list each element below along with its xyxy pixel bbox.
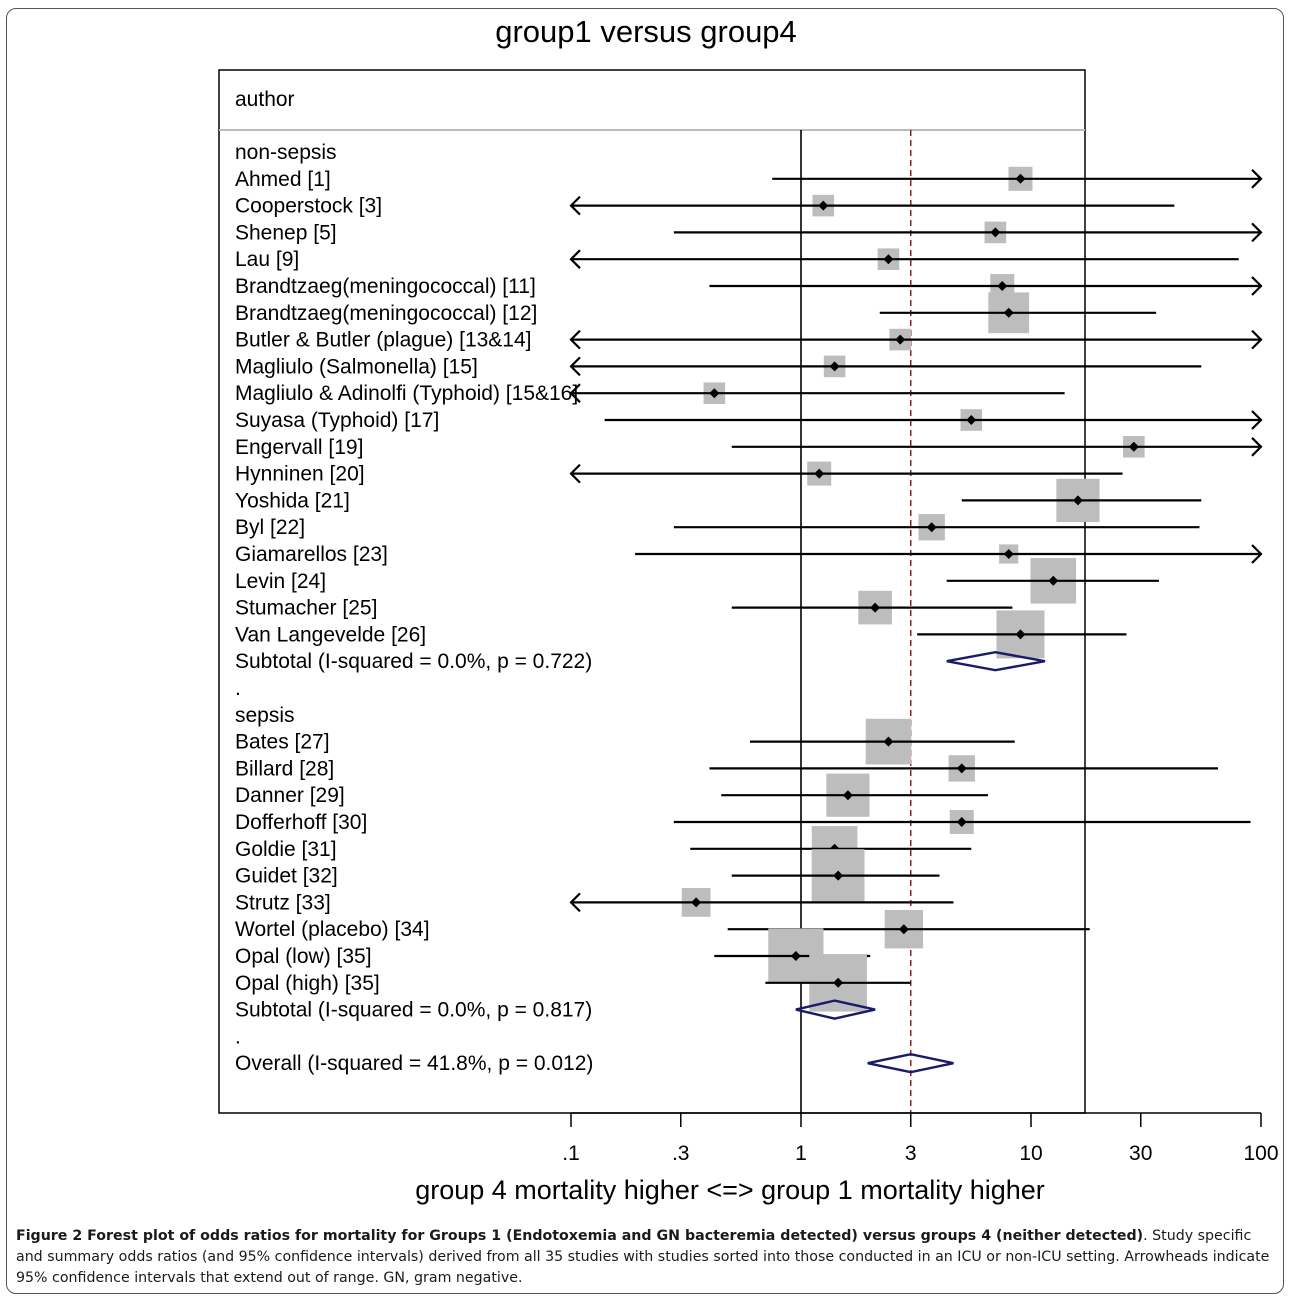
row-label-study: Danner [29] (235, 784, 345, 807)
point-estimate (956, 817, 967, 827)
row-label-study: Opal (low) [35] (235, 945, 372, 968)
row-label-study: Wortel (placebo) [34] (235, 918, 430, 941)
row-label-study: Van Langevelde [26] (235, 623, 426, 646)
x-tick-label: .1 (562, 1142, 580, 1165)
ci-arrow-left (569, 195, 581, 216)
row-label-study: Guidet [32] (235, 865, 338, 888)
point-estimate (833, 870, 844, 881)
x-axis-title: group 4 mortality higher <=> group 1 mor… (415, 1175, 1045, 1205)
row-label-overall: Overall (I-squared = 41.8%, p = 0.012) (235, 1052, 593, 1075)
figure-caption: Figure 2 Forest plot of odds ratios for … (16, 1226, 1278, 1289)
ci-arrow-right (1251, 169, 1263, 189)
row-label-study: Goldie [31] (235, 838, 337, 861)
x-tick-label: 1 (795, 1142, 807, 1165)
point-estimate (709, 388, 720, 399)
subtotal-diamond (946, 650, 1046, 672)
ci-arrow-left (569, 892, 581, 913)
caption-text: . Study specific and summary odds ratios… (16, 1228, 1270, 1286)
row-label-study: Byl [22] (235, 516, 305, 539)
column-header-author: author (235, 88, 295, 111)
point-estimate (842, 790, 853, 801)
x-tick-label: 100 (1243, 1142, 1278, 1165)
row-label-study: Yoshida [21] (235, 489, 350, 512)
row-label-study: Levin [24] (235, 570, 326, 593)
point-estimate (926, 522, 937, 533)
subtotal-diamond (795, 999, 876, 1020)
row-label-study: Billard [28] (235, 757, 334, 780)
row-label-study: Giamarellos [23] (235, 543, 388, 566)
row-label-study: Ahmed [1] (235, 168, 331, 191)
row-label-blank: . (235, 677, 241, 700)
row-label-study: Lau [9] (235, 248, 299, 271)
point-estimate (691, 897, 702, 908)
ci-arrow-left (569, 249, 581, 269)
point-estimate (818, 200, 829, 211)
point-estimate (956, 763, 967, 774)
row-label-blank: . (235, 1025, 241, 1048)
point-estimate (966, 415, 977, 425)
point-estimate (829, 361, 840, 372)
row-label-group: non-sepsis (235, 141, 337, 164)
ci-arrow-right (1251, 222, 1263, 243)
chart-title: group1 versus group4 (495, 14, 797, 49)
point-estimate (1072, 495, 1083, 506)
point-estimate (997, 281, 1008, 291)
point-estimate (790, 951, 801, 961)
row-label-study: Strutz [33] (235, 891, 331, 914)
point-estimate (833, 977, 844, 988)
point-estimate (895, 334, 906, 345)
point-estimate (990, 227, 1001, 238)
row-label-subtotal: Subtotal (I-squared = 0.0%, p = 0.722) (235, 650, 592, 673)
row-label-study: Dofferhoff [30] (235, 811, 367, 834)
row-label-study: Cooperstock [3] (235, 195, 382, 218)
row-label-study: Stumacher [25] (235, 597, 377, 620)
row-label-study: Magliulo & Adinolfi (Typhoid) [15&16] (235, 382, 578, 405)
point-estimate (814, 468, 825, 479)
row-label-study: Bates [27] (235, 731, 330, 754)
point-estimate (1015, 173, 1026, 184)
row-label-study: Butler & Butler (plague) [13&14] (235, 329, 532, 352)
point-estimate (1048, 575, 1059, 586)
row-label-study: Magliulo (Salmonella) [15] (235, 355, 478, 378)
row-label-study: Suyasa (Typhoid) [17] (235, 409, 439, 432)
row-label-study: Hynninen [20] (235, 463, 365, 486)
x-tick-label: .3 (672, 1142, 690, 1165)
ci-arrow-right (1251, 437, 1263, 457)
x-tick-label: 3 (905, 1142, 917, 1165)
row-label-group: sepsis (235, 704, 295, 727)
point-estimate (883, 254, 894, 265)
ci-arrow-left (569, 329, 581, 350)
overall-diamond (867, 1052, 954, 1074)
row-label-study: Shenep [5] (235, 221, 337, 244)
point-estimate (898, 924, 909, 935)
row-label-study: Brandtzaeg(meningococcal) [11] (235, 275, 536, 298)
row-label-study: Opal (high) [35] (235, 972, 380, 995)
ci-arrow-right (1251, 329, 1263, 350)
row-label-study: Engervall [19] (235, 436, 363, 459)
point-estimate (883, 736, 894, 747)
ci-arrow-right (1251, 410, 1263, 430)
ci-arrow-left (569, 356, 581, 377)
x-tick-label: 30 (1129, 1142, 1152, 1165)
x-tick-label: 10 (1019, 1142, 1042, 1165)
row-label-study: Brandtzaeg(meningococcal) [12] (235, 302, 537, 325)
point-estimate (1003, 549, 1014, 559)
ci-arrow-left (569, 463, 581, 484)
ci-arrow-right (1251, 276, 1263, 296)
point-estimate (870, 602, 881, 613)
point-estimate (1015, 629, 1026, 640)
ci-arrow-left (569, 383, 581, 403)
point-estimate (1128, 441, 1139, 452)
caption-bold: Figure 2 Forest plot of odds ratios for … (16, 1228, 1144, 1244)
point-estimate (1003, 307, 1014, 318)
row-label-subtotal: Subtotal (I-squared = 0.0%, p = 0.817) (235, 999, 592, 1022)
ci-arrow-right (1251, 544, 1263, 564)
